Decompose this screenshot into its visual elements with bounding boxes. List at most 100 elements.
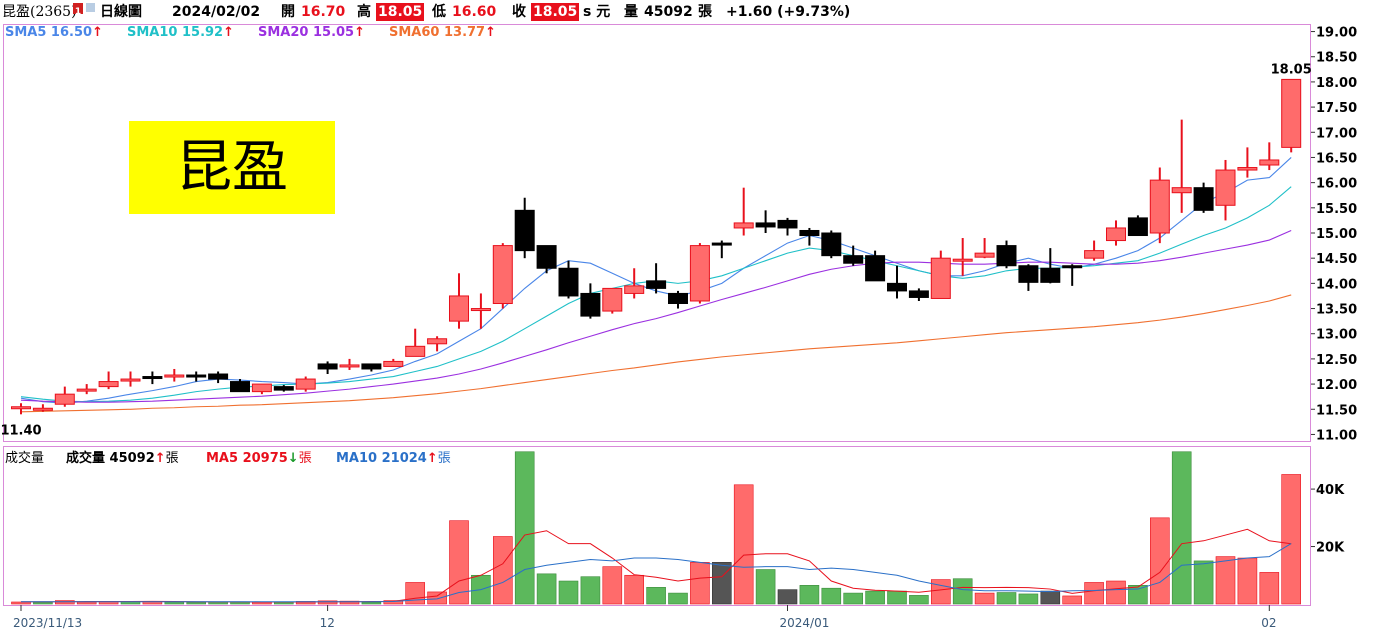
volume-legend: 成交量 <box>5 447 44 466</box>
volume-legend-ma10-label: MA10 21024 <box>336 451 427 466</box>
candle-body <box>54 393 75 405</box>
volume-bar <box>887 590 907 605</box>
volume-bar <box>1062 595 1082 605</box>
volume-bar <box>1259 572 1280 605</box>
candle-body <box>361 363 382 370</box>
candle-body <box>1018 265 1039 283</box>
volume-tick-label: 40K <box>1316 483 1345 498</box>
badge-icon[interactable]: 1 <box>73 3 83 17</box>
volume-bar <box>383 600 404 605</box>
x-tick-label: 02 <box>1261 616 1276 630</box>
volume-legend-vol-label: 成交量 45092 <box>66 451 155 466</box>
volume-bar <box>54 600 75 605</box>
volume-bar <box>952 578 973 605</box>
candle-body <box>1106 227 1126 242</box>
candle-body <box>799 229 820 237</box>
volume-bar <box>624 574 645 605</box>
volume-bar <box>164 601 185 605</box>
sma10-line <box>20 186 1292 403</box>
candle-body <box>602 287 623 312</box>
candle-body <box>711 242 732 246</box>
volume-bar <box>799 585 820 605</box>
volume-bar <box>843 592 864 605</box>
legend-sma60: SMA60 13.77↑ <box>389 25 496 40</box>
volume-bar <box>514 451 535 605</box>
candle-body <box>514 209 535 252</box>
volume-bar <box>339 600 360 605</box>
x-tick-label: 2024/01 <box>780 616 830 630</box>
period-label[interactable]: 日線圖 <box>100 4 142 20</box>
legend-sma60-label: SMA60 13.77 <box>389 25 486 40</box>
candle-body <box>230 381 250 393</box>
candle-body <box>1193 187 1214 211</box>
candle-body <box>689 245 710 302</box>
candle-body <box>142 376 163 380</box>
candle-body <box>470 308 491 312</box>
price-tick-label: 17.50 <box>1316 101 1357 116</box>
volume-bar <box>1106 580 1126 605</box>
volume-bar <box>777 589 798 605</box>
price-tick-label: 18.50 <box>1316 51 1357 66</box>
price-panel[interactable] <box>3 24 1311 442</box>
low-label: 低 <box>432 4 446 20</box>
price-annotation: 11.40 <box>0 423 41 438</box>
price-tick-label: 16.00 <box>1316 177 1357 192</box>
volume-unit: 張 <box>698 4 712 20</box>
legend-sma20: SMA20 15.05↑ <box>258 25 365 40</box>
volume-legend-ma5: MA5 20975↓張 <box>206 447 312 466</box>
legend-sma20-label: SMA20 15.05 <box>258 25 355 40</box>
volume-bar <box>76 601 97 605</box>
stock-name[interactable]: 昆盈(2365) <box>2 4 77 20</box>
candle-body <box>383 360 404 367</box>
candle-body <box>186 374 207 378</box>
candle-body <box>1040 267 1061 283</box>
legend-sma10-label: SMA10 15.92 <box>127 25 224 40</box>
price-tick-label: 12.50 <box>1316 353 1357 368</box>
candle-body <box>164 374 185 378</box>
candle-body <box>952 258 973 262</box>
volume-ma10-line <box>21 543 1292 603</box>
candle-body <box>98 381 119 388</box>
high-label: 高 <box>357 4 371 20</box>
high-value: 18.05 <box>376 3 425 21</box>
dropdown-icon[interactable] <box>86 3 95 12</box>
volume-legend-ma10: MA10 21024↑張 <box>336 447 451 466</box>
volume-bar <box>449 520 469 605</box>
volume-bar <box>1171 451 1192 605</box>
volume-bar <box>1193 560 1214 605</box>
candle-body <box>32 407 53 411</box>
candle-body <box>427 338 448 345</box>
candle-body <box>1259 159 1280 166</box>
low-value: 16.60 <box>452 4 497 20</box>
close-label: 收 <box>512 4 526 20</box>
arrow-up-icon: ↑ <box>426 451 438 466</box>
price-tick-label: 13.00 <box>1316 328 1357 343</box>
candle-body <box>558 267 579 297</box>
logo-box: 昆盈 <box>129 121 335 214</box>
candle-body <box>624 285 645 294</box>
candle-body <box>405 345 426 357</box>
volume-legend-ma10-unit: 張 <box>437 451 451 466</box>
candle-body <box>1281 78 1302 148</box>
volume-bar <box>536 573 557 605</box>
candle-body <box>843 255 864 264</box>
candle-body <box>273 386 294 391</box>
volume-bar <box>427 591 447 605</box>
volume-panel[interactable] <box>3 446 1311 606</box>
candle-body <box>1215 169 1236 206</box>
candle-body <box>974 252 995 258</box>
arrow-up-icon: ↑ <box>154 451 166 466</box>
price-tick-label: 11.00 <box>1316 428 1357 443</box>
x-tick-label: 2023/11/13 <box>13 616 82 630</box>
candle-body <box>536 245 557 269</box>
arrow-up-icon: ↑ <box>354 25 366 40</box>
candle-body <box>492 245 513 305</box>
candle-body <box>1237 167 1258 171</box>
volume-bar <box>580 576 601 605</box>
volume-bar <box>1040 590 1061 605</box>
candle-body <box>339 364 360 368</box>
candle-body <box>580 292 601 317</box>
candle-body <box>208 373 229 380</box>
volume-bar <box>252 601 272 605</box>
